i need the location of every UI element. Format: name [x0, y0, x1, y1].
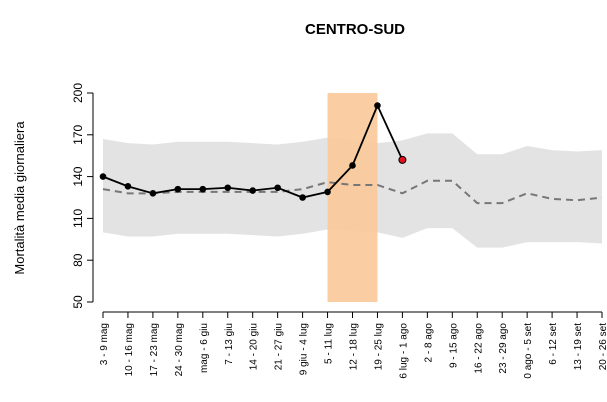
x-tick-label: 24 - 30 mag — [174, 323, 185, 376]
x-tick-label: 10 - 16 mag — [124, 323, 135, 376]
y-tick-label: 80 — [71, 253, 85, 267]
x-tick-label: 13 - 19 set — [573, 323, 584, 370]
x-tick-label: 5 - 11 lug — [324, 323, 335, 364]
x-tick-label: 20 - 26 set — [598, 323, 607, 370]
chart-title: CENTRO-SUD — [305, 21, 405, 38]
y-tick-label: 110 — [71, 209, 85, 228]
x-tick-label: 23 - 29 ago — [498, 323, 509, 374]
point — [324, 188, 331, 196]
point — [274, 184, 281, 192]
point — [398, 155, 407, 164]
point — [149, 190, 157, 197]
y-tick-label: 140 — [71, 166, 85, 186]
y-axis-label: Mortalità media giornaliera — [12, 121, 27, 275]
point — [124, 183, 132, 190]
point — [224, 184, 232, 192]
y-tick-label: 200 — [71, 83, 85, 103]
x-tick-label: 0 ago - 5 set — [523, 323, 534, 379]
x-tick-label: 9 giu - 4 lug — [299, 323, 310, 375]
point — [374, 102, 381, 109]
point — [99, 173, 107, 180]
x-tick-label: 14 - 20 giu — [249, 323, 260, 370]
x-tick-label: 3 - 9 mag — [99, 323, 110, 365]
point — [349, 162, 356, 169]
point — [199, 185, 207, 193]
point — [249, 187, 256, 194]
x-tick-label: 16 - 22 ago — [473, 323, 484, 374]
point — [299, 194, 306, 201]
x-tick-label: 19 - 25 lug — [373, 323, 384, 370]
x-tick-label: 7 - 13 giu — [224, 323, 235, 365]
x-tick-label: 6 lug - 1 ago — [398, 323, 409, 379]
x-tick-label: 21 - 27 giu — [274, 323, 285, 370]
x-tick-label: mag - 6 giu — [199, 323, 210, 373]
x-tick-label: 9 - 15 ago — [448, 323, 459, 368]
x-tick-label: 2 - 8 ago — [423, 323, 434, 363]
x-tick-label: 12 - 18 lug — [349, 323, 360, 370]
x-tick-label: 17 - 23 mag — [149, 323, 160, 376]
y-tick-label: 50 — [71, 295, 85, 309]
x-tick-label: 6 - 12 set — [548, 323, 559, 365]
y-tick-label: 170 — [71, 124, 85, 144]
point — [174, 185, 182, 193]
